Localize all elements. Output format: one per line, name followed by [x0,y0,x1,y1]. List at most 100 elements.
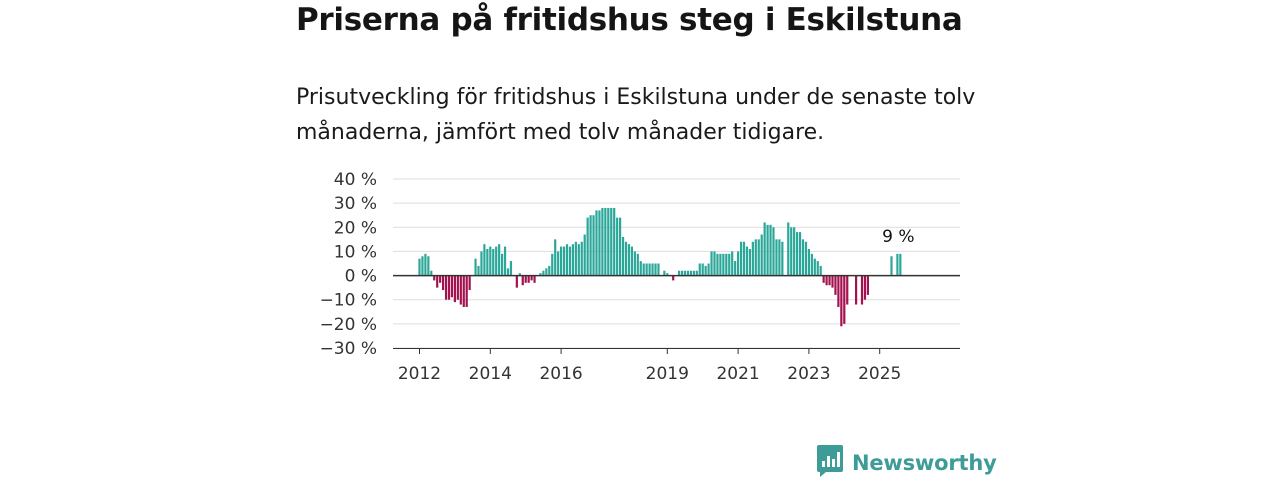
bar [636,253,639,276]
bar [778,239,781,276]
y-tick-label: −20 % [320,315,377,335]
bar [834,275,837,295]
bar [837,275,840,307]
bar [683,270,687,276]
bar [725,253,728,276]
bar [495,246,498,276]
bar [680,270,684,276]
bar [686,270,690,276]
bar [557,251,560,276]
bar [501,253,504,276]
bar [737,251,740,276]
bar [571,244,574,276]
bar [648,263,651,276]
bar [430,270,433,276]
bar [707,263,710,276]
bar [424,253,427,276]
bar [828,275,831,286]
bar [819,265,822,276]
bar [760,234,763,276]
bar [689,270,692,276]
bar [840,275,843,327]
bar [704,265,707,276]
bar [450,275,454,298]
bar [710,251,713,276]
bar [619,217,622,276]
y-tick-label: −30 % [320,339,377,359]
y-tick-label: 10 % [334,242,377,262]
bar [804,241,808,276]
y-tick-label: −10 % [320,291,377,311]
bar [542,270,545,276]
y-tick-label: 40 % [334,170,377,190]
bar [439,275,442,283]
bar [739,241,743,276]
bar [433,275,436,281]
bar [722,253,725,276]
bar [890,256,893,276]
bar [831,275,834,288]
bar [548,265,551,276]
bar [627,244,631,276]
bar [775,239,778,276]
x-tick-label: 2025 [858,364,901,384]
bar [551,253,554,276]
bar [645,263,648,276]
bar [863,275,867,300]
bar [521,275,524,286]
bar [745,246,749,276]
bar [772,227,775,276]
x-tick-label: 2019 [646,364,689,384]
bar [427,256,430,276]
bar [798,232,802,276]
bar [607,207,610,276]
bar [565,244,569,276]
bar [613,207,616,276]
bar [769,224,772,276]
bar [530,275,533,281]
bar [754,239,757,276]
bar [492,249,495,276]
bar [601,207,604,276]
newsworthy-logo-icon [816,444,844,482]
bar [742,241,746,276]
bar [713,251,716,276]
bar [589,215,592,276]
bar [751,241,754,276]
bar [598,210,601,276]
bar [663,270,666,276]
chart-title: Priserna på fritidshus steg i Eskilstuna [296,2,963,38]
bar [462,275,465,307]
bar [574,241,577,276]
x-tick-label: 2023 [787,364,830,384]
bar [692,270,695,276]
bar [583,234,586,276]
bar [621,236,625,276]
bar [459,275,462,305]
bar [421,256,424,276]
y-tick-label: 0 % [345,267,377,287]
bar [503,246,507,276]
bar [855,275,858,305]
bar [604,207,607,276]
bar [666,273,669,276]
bar [539,273,542,276]
bar [860,275,864,305]
bar [793,227,796,276]
bar [477,265,480,276]
bar [672,275,675,281]
bar [586,217,589,276]
x-axis-ticks: 2012 2014 2016 2019 2021 2023 2025 [398,348,901,384]
bar [807,249,810,276]
bar [866,275,869,295]
bar [483,244,486,276]
bar [468,275,471,291]
bar [486,249,489,276]
bar [698,263,701,276]
bar [453,275,456,303]
bar [728,253,731,276]
bar [657,263,660,276]
y-tick-label: 30 % [334,194,377,214]
bar [642,263,645,276]
bar [654,263,657,276]
